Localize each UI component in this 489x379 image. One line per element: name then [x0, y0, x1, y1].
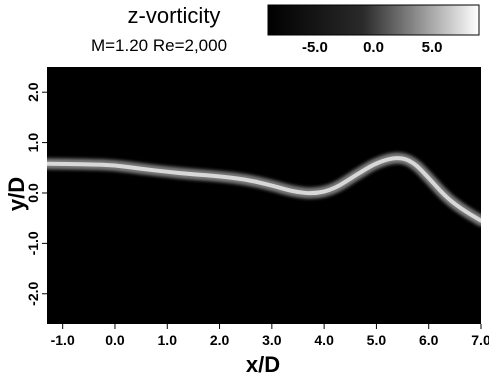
chart-title: z-vorticity: [128, 3, 221, 28]
y-tick-label: 2.0: [25, 82, 41, 102]
colorbar: -5.0 0.0 5.0: [267, 4, 480, 56]
x-tick-label: 7.0: [471, 332, 489, 348]
x-axis-label: x/D: [246, 352, 280, 377]
colorbar-tick-label: 5.0: [422, 39, 443, 56]
plot-area: [47, 67, 481, 324]
chart-subtitle: M=1.20 Re=2,000: [91, 36, 227, 55]
y-tick-label: -1.0: [25, 231, 41, 255]
y-axis-ticks: 2.0 1.0 0.0 -1.0 -2.0: [25, 82, 47, 306]
x-tick-label: 0.0: [105, 332, 125, 348]
y-tick-label: 0.0: [25, 183, 41, 203]
shear-layer-core: [47, 156, 481, 223]
x-tick-label: 6.0: [419, 332, 439, 348]
colorbar-tick-label: -5.0: [302, 39, 328, 56]
x-axis-ticks: -1.0 0.0 1.0 2.0 3.0 4.0 5.0 6.0 7.0: [51, 324, 489, 348]
y-axis-label: y/D: [4, 177, 29, 211]
x-tick-label: 3.0: [262, 332, 282, 348]
colorbar-tick-label: 0.0: [363, 39, 384, 56]
x-tick-label: -1.0: [51, 332, 75, 348]
x-tick-label: 1.0: [158, 332, 178, 348]
y-tick-label: 1.0: [25, 133, 41, 153]
x-tick-label: 2.0: [210, 332, 230, 348]
colorbar-bar: [267, 4, 480, 36]
colorbar-ticks: -5.0 0.0 5.0: [302, 39, 443, 56]
y-tick-label: -2.0: [25, 281, 41, 305]
x-tick-label: 4.0: [314, 332, 334, 348]
plot-background: [47, 67, 481, 324]
x-tick-label: 5.0: [367, 332, 387, 348]
